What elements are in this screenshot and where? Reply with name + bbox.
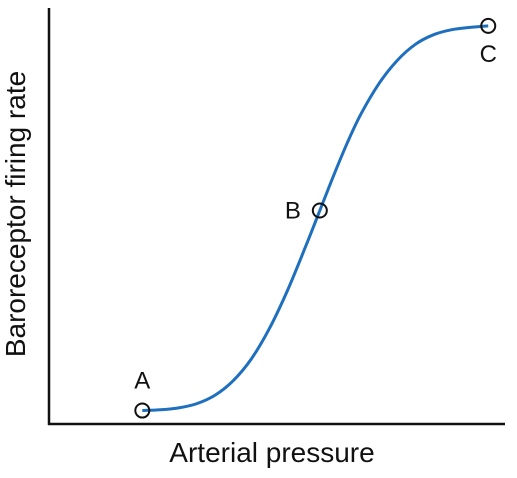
x-axis-label: Arterial pressure <box>169 437 374 468</box>
point-label-b: B <box>285 197 301 224</box>
axes <box>47 8 505 426</box>
point-label-a: A <box>134 368 150 395</box>
annotations: A B C <box>134 17 497 419</box>
point-label-c: C <box>480 41 497 68</box>
series-line <box>142 24 489 413</box>
point-marker-a <box>134 402 151 419</box>
point-marker-c <box>480 17 497 34</box>
y-axis-label: Baroreceptor firing rate <box>0 71 31 357</box>
point-marker-b <box>311 202 328 219</box>
